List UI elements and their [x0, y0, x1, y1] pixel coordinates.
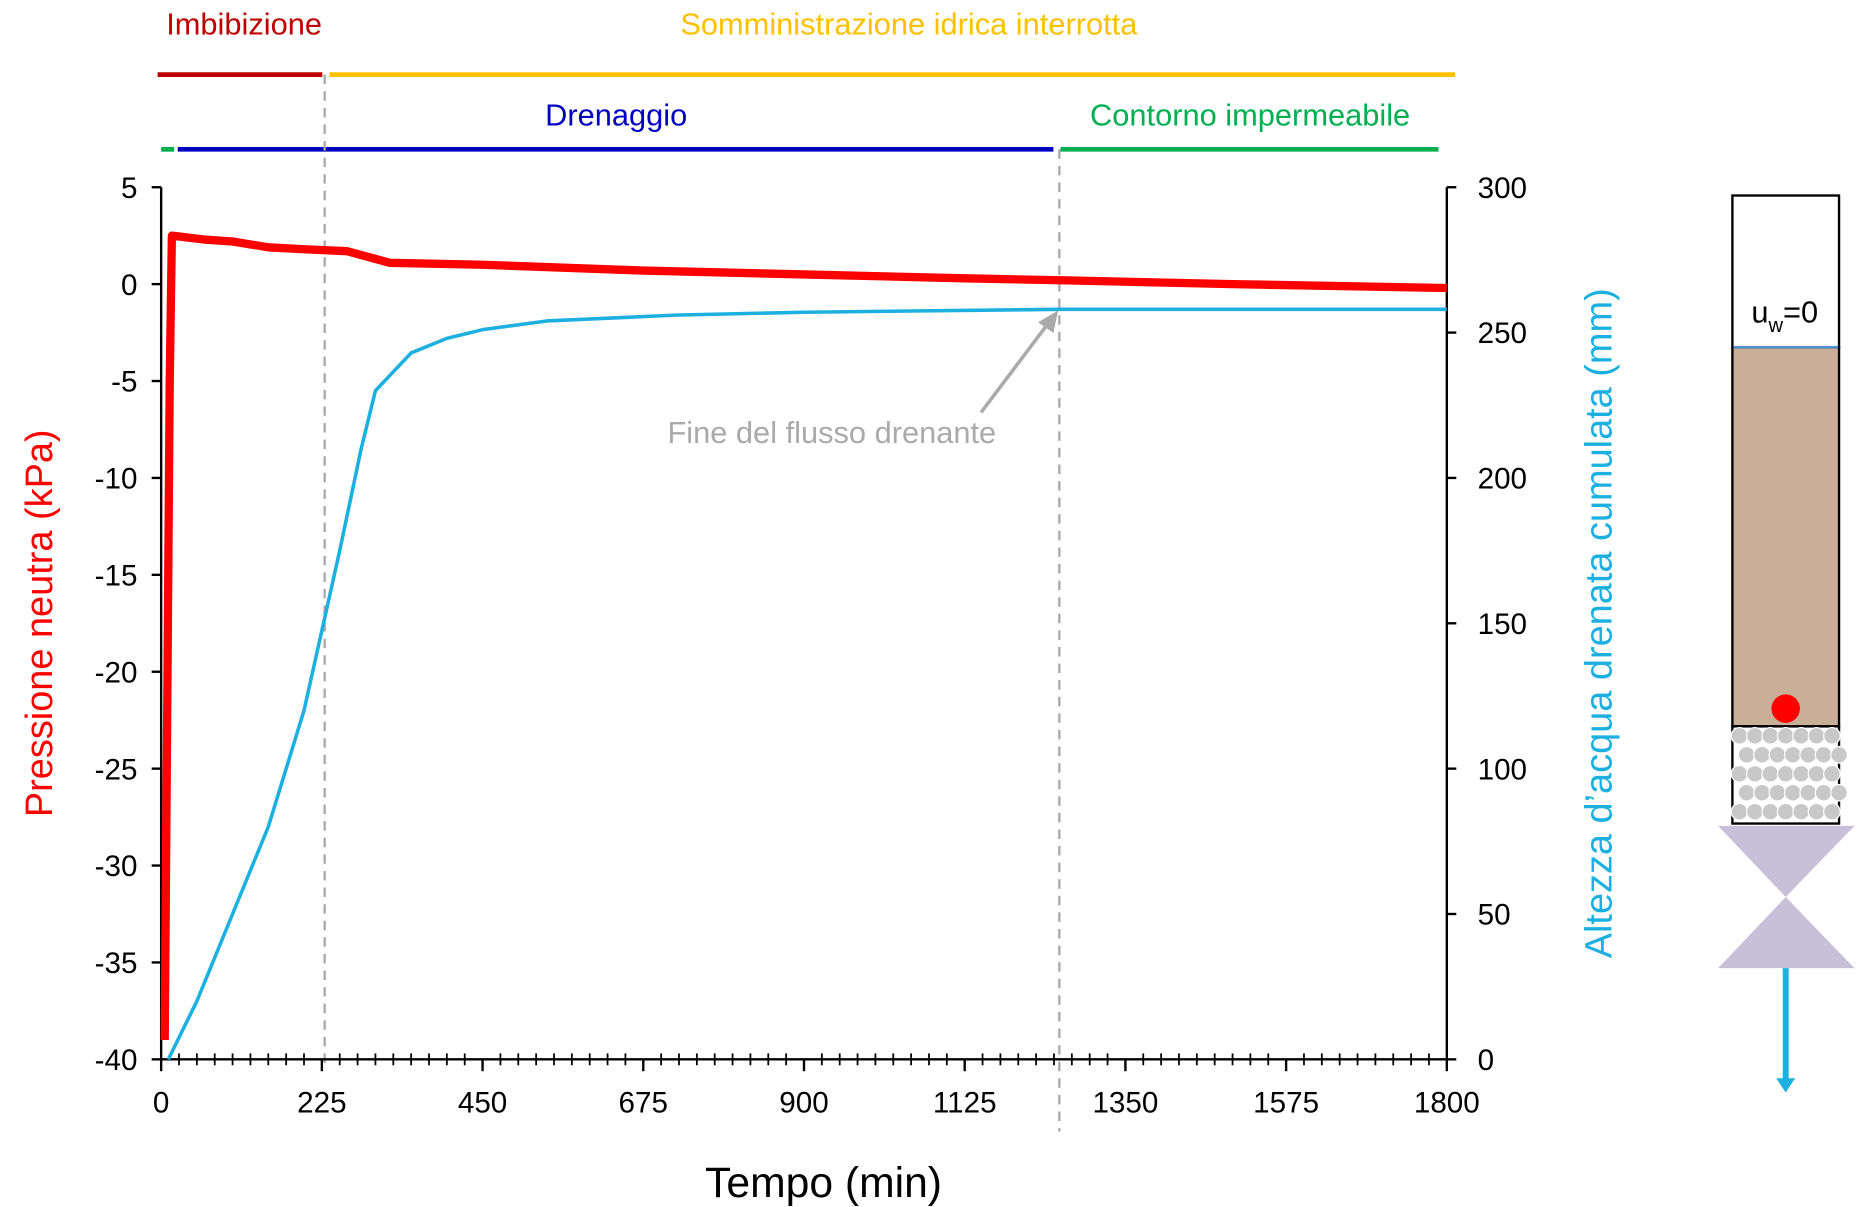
- x-tick-label: 1800: [1414, 1087, 1480, 1120]
- arrow-head: [1038, 310, 1058, 333]
- x-tick-label: 1575: [1253, 1087, 1319, 1120]
- stone: [1769, 747, 1786, 764]
- layout: Imbibizione Somministrazione idrica inte…: [19, 6, 1854, 1206]
- stone: [1769, 784, 1786, 801]
- stone: [1777, 728, 1794, 745]
- stone: [1793, 728, 1810, 745]
- diagram-label-u: u: [1751, 294, 1768, 329]
- stone: [1785, 784, 1802, 801]
- y-tick-label: -35: [95, 947, 138, 980]
- stone: [1738, 784, 1755, 801]
- y2-axis-title: Altezza d’acqua drenata cumulata (mm): [1579, 288, 1621, 958]
- stone: [1800, 747, 1817, 764]
- stone: [1777, 765, 1794, 782]
- y-tick-label: -5: [111, 366, 137, 399]
- stone: [1762, 765, 1779, 782]
- annotation: Fine del flusso drenante: [667, 415, 996, 450]
- stone: [1754, 747, 1771, 764]
- x-tick-label: 1125: [933, 1087, 997, 1120]
- y2-tick-label: 0: [1478, 1044, 1494, 1077]
- soil: [1732, 347, 1839, 726]
- stone: [1747, 765, 1764, 782]
- annotation-arrow: [981, 321, 1050, 412]
- stone: [1800, 784, 1817, 801]
- y-tick-label: -40: [95, 1044, 138, 1077]
- phase-label: Drenaggio: [545, 98, 687, 133]
- stone: [1785, 747, 1802, 764]
- y2-tick-label: 200: [1478, 463, 1527, 496]
- stone: [1808, 803, 1825, 820]
- y-tick-label: -10: [95, 463, 138, 496]
- diagram-label-suffix: =0: [1783, 294, 1818, 329]
- stone: [1824, 728, 1841, 745]
- y2-tick-label: 100: [1478, 753, 1527, 786]
- x-tick-label: 675: [619, 1087, 668, 1120]
- stone: [1793, 765, 1810, 782]
- x-tick-label: 225: [297, 1087, 346, 1120]
- stone: [1762, 728, 1779, 745]
- y2-tick-label: 150: [1478, 608, 1527, 641]
- stone: [1831, 747, 1848, 764]
- stone: [1808, 728, 1825, 745]
- x-tick-label: 0: [153, 1087, 169, 1120]
- stone: [1738, 747, 1755, 764]
- y-tick-label: -25: [95, 753, 138, 786]
- gravel-stones: [1731, 728, 1847, 820]
- stone: [1777, 803, 1794, 820]
- stone: [1824, 765, 1841, 782]
- stone: [1754, 784, 1771, 801]
- stone: [1731, 803, 1748, 820]
- y-tick-label: 5: [121, 172, 137, 205]
- y-tick-label: -20: [95, 656, 138, 689]
- stone: [1808, 765, 1825, 782]
- stone: [1815, 747, 1832, 764]
- y2-tick-label: 50: [1478, 899, 1511, 932]
- diagram-label-sub: w: [1767, 315, 1783, 337]
- stone: [1762, 803, 1779, 820]
- sensor: [1771, 694, 1799, 722]
- y-tick-label: -30: [95, 850, 138, 883]
- stone: [1731, 728, 1748, 745]
- stone: [1815, 784, 1832, 801]
- stone: [1731, 765, 1748, 782]
- stone: [1831, 784, 1848, 801]
- series-line: [165, 236, 1447, 1040]
- chart: Imbibizione Somministrazione idrica inte…: [0, 0, 1858, 1207]
- y2-tick-label: 300: [1478, 172, 1527, 205]
- stone: [1793, 803, 1810, 820]
- x-axis-title: Tempo (min): [705, 1159, 942, 1207]
- y-tick-label: 0: [121, 269, 137, 302]
- x-tick-label: 1350: [1092, 1087, 1158, 1120]
- x-tick-label: 450: [458, 1087, 507, 1120]
- phase-label: Imbibizione: [166, 6, 322, 41]
- stone: [1747, 803, 1764, 820]
- y-tick-label: -15: [95, 560, 138, 593]
- stone: [1747, 728, 1764, 745]
- x-tick-label: 900: [779, 1087, 828, 1120]
- stone: [1824, 803, 1841, 820]
- y-axis-title: Pressione neutra (kPa): [19, 429, 61, 817]
- arrow-head: [1776, 1078, 1795, 1092]
- valve: [1718, 826, 1854, 968]
- y2-tick-label: 250: [1478, 317, 1527, 350]
- phase-label: Contorno impermeabile: [1090, 98, 1410, 133]
- phase-label: Somministrazione idrica interrotta: [680, 6, 1138, 41]
